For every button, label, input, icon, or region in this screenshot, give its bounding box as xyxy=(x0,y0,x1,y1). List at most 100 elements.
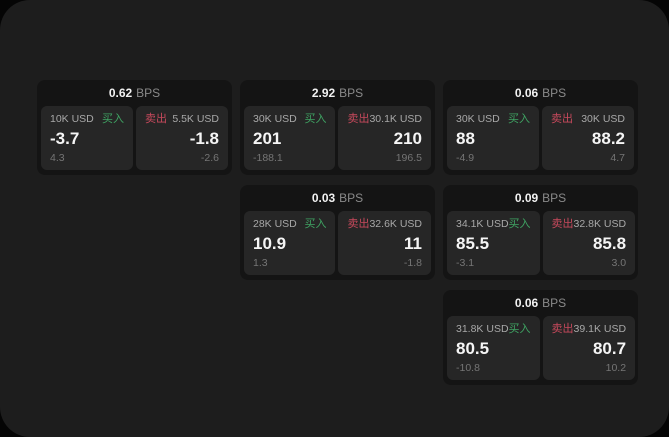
bps-unit-label: BPS xyxy=(542,191,567,205)
sell-panel-top: 卖出 32.6K USD xyxy=(347,218,422,231)
sell-change: 196.5 xyxy=(395,152,422,164)
buy-price: 88 xyxy=(456,129,475,148)
buy-price: 201 xyxy=(253,129,282,148)
sell-label: 卖出 xyxy=(347,218,370,230)
buy-amount: 30K USD xyxy=(253,113,297,125)
sell-price: -1.8 xyxy=(189,129,219,148)
buy-panel[interactable]: 31.8K USD 买入 80.5 -10.8 xyxy=(447,316,540,380)
buy-change: -3.1 xyxy=(456,257,475,269)
buy-price: 80.5 xyxy=(456,339,490,358)
sell-label: 卖出 xyxy=(145,113,167,125)
sell-price: 85.8 xyxy=(592,234,627,253)
quote-card: 0.06 BPS 31.8K USD 买入 80.5 -10.8 卖出 39.1… xyxy=(443,290,638,385)
bps-unit-label: BPS xyxy=(136,86,161,100)
quote-panels: 30K USD 买入 201 -188.1 卖出 30.1K USD 210 1… xyxy=(240,106,435,174)
sell-panel-top: 卖出 39.1K USD xyxy=(552,323,627,336)
buy-label: 买入 xyxy=(102,113,124,125)
quote-panels: 31.8K USD 买入 80.5 -10.8 卖出 39.1K USD 80.… xyxy=(443,316,638,384)
sell-change: -2.6 xyxy=(200,152,219,164)
sell-price: 80.7 xyxy=(592,339,627,358)
quote-panels: 10K USD 买入 -3.7 4.3 卖出 5.5K USD -1.8 -2.… xyxy=(37,106,232,174)
card-header: 0.06 BPS xyxy=(443,80,638,106)
sell-price: 210 xyxy=(393,129,422,148)
sell-amount: 5.5K USD xyxy=(172,113,219,125)
sell-panel[interactable]: 卖出 30.1K USD 210 196.5 xyxy=(338,106,431,170)
sell-price: 11 xyxy=(404,234,422,253)
sell-label: 卖出 xyxy=(551,113,573,125)
bps-unit-label: BPS xyxy=(339,191,364,205)
buy-label: 买入 xyxy=(304,218,327,230)
sell-panel[interactable]: 卖出 30K USD 88.2 4.7 xyxy=(542,106,634,170)
bps-unit-label: BPS xyxy=(339,86,364,100)
buy-label: 买入 xyxy=(304,113,327,125)
sell-panel-top: 卖出 30.1K USD xyxy=(347,113,422,126)
sell-amount: 30K USD xyxy=(581,113,625,125)
quote-panels: 28K USD 买入 10.9 1.3 卖出 32.6K USD 11 -1.8 xyxy=(240,211,435,279)
buy-label: 买入 xyxy=(508,323,531,335)
bps-value: 0.09 xyxy=(514,191,539,205)
sell-amount: 30.1K USD xyxy=(369,113,422,125)
buy-panel-top: 10K USD 买入 xyxy=(50,113,124,126)
buy-amount: 34.1K USD xyxy=(456,218,509,230)
buy-change: -4.9 xyxy=(456,152,475,164)
sell-amount: 32.8K USD xyxy=(573,218,627,230)
buy-panel[interactable]: 34.1K USD 买入 85.5 -3.1 xyxy=(447,211,540,275)
sell-panel[interactable]: 卖出 32.8K USD 85.8 3.0 xyxy=(542,211,636,275)
card-header: 0.03 BPS xyxy=(240,185,435,211)
quote-card: 0.03 BPS 28K USD 买入 10.9 1.3 卖出 32.6K US… xyxy=(240,185,435,280)
buy-panel-top: 30K USD 买入 xyxy=(253,113,326,126)
quote-card: 0.09 BPS 34.1K USD 买入 85.5 -3.1 卖出 32.8K… xyxy=(443,185,638,280)
card-header: 0.06 BPS xyxy=(443,290,638,316)
buy-panel[interactable]: 10K USD 买入 -3.7 4.3 xyxy=(41,106,133,170)
sell-change: 4.7 xyxy=(610,152,625,164)
quote-panels: 34.1K USD 买入 85.5 -3.1 卖出 32.8K USD 85.8… xyxy=(443,211,638,279)
buy-change: -10.8 xyxy=(456,362,480,374)
card-header: 0.62 BPS xyxy=(37,80,232,106)
buy-panel[interactable]: 30K USD 买入 201 -188.1 xyxy=(244,106,336,170)
bps-value: 0.06 xyxy=(514,86,539,100)
sell-label: 卖出 xyxy=(551,218,574,230)
bps-unit-label: BPS xyxy=(542,296,567,310)
buy-label: 买入 xyxy=(508,113,530,125)
sell-panel-top: 卖出 30K USD xyxy=(551,113,625,126)
buy-price: 85.5 xyxy=(456,234,490,253)
sell-change: 10.2 xyxy=(605,362,627,374)
sell-amount: 39.1K USD xyxy=(573,323,627,335)
bps-unit-label: BPS xyxy=(542,86,567,100)
buy-panel-top: 31.8K USD 买入 xyxy=(456,323,531,336)
bps-value: 0.06 xyxy=(514,296,539,310)
buy-panel-top: 28K USD 买入 xyxy=(253,218,326,231)
sell-change: -1.8 xyxy=(403,257,422,269)
quote-card: 0.62 BPS 10K USD 买入 -3.7 4.3 卖出 5.5K USD… xyxy=(37,80,232,175)
buy-price: 10.9 xyxy=(253,234,287,253)
bps-value: 0.03 xyxy=(311,191,336,205)
sell-price: 88.2 xyxy=(591,129,625,148)
buy-amount: 30K USD xyxy=(456,113,500,125)
quote-panels: 30K USD 买入 88 -4.9 卖出 30K USD 88.2 4.7 xyxy=(443,106,638,174)
buy-panel[interactable]: 28K USD 买入 10.9 1.3 xyxy=(244,211,336,275)
buy-panel[interactable]: 30K USD 买入 88 -4.9 xyxy=(447,106,539,170)
quote-card: 0.06 BPS 30K USD 买入 88 -4.9 卖出 30K USD 8… xyxy=(443,80,638,175)
sell-panel-top: 卖出 32.8K USD xyxy=(552,218,627,231)
sell-panel-top: 卖出 5.5K USD xyxy=(145,113,219,126)
buy-panel-top: 30K USD 买入 xyxy=(456,113,530,126)
card-header: 2.92 BPS xyxy=(240,80,435,106)
buy-amount: 31.8K USD xyxy=(456,323,509,335)
sell-label: 卖出 xyxy=(347,113,370,125)
card-header: 0.09 BPS xyxy=(443,185,638,211)
sell-panel[interactable]: 卖出 5.5K USD -1.8 -2.6 xyxy=(136,106,228,170)
bps-value: 0.62 xyxy=(108,86,133,100)
sell-label: 卖出 xyxy=(551,323,574,335)
buy-change: -188.1 xyxy=(253,152,283,164)
buy-price: -3.7 xyxy=(50,129,80,148)
buy-change: 4.3 xyxy=(50,152,65,164)
buy-label: 买入 xyxy=(508,218,531,230)
buy-panel-top: 34.1K USD 买入 xyxy=(456,218,531,231)
sell-panel[interactable]: 卖出 32.6K USD 11 -1.8 xyxy=(338,211,431,275)
buy-amount: 10K USD xyxy=(50,113,94,125)
buy-amount: 28K USD xyxy=(253,218,297,230)
quote-card: 2.92 BPS 30K USD 买入 201 -188.1 卖出 30.1K … xyxy=(240,80,435,175)
sell-panel[interactable]: 卖出 39.1K USD 80.7 10.2 xyxy=(542,316,636,380)
sell-amount: 32.6K USD xyxy=(369,218,422,230)
